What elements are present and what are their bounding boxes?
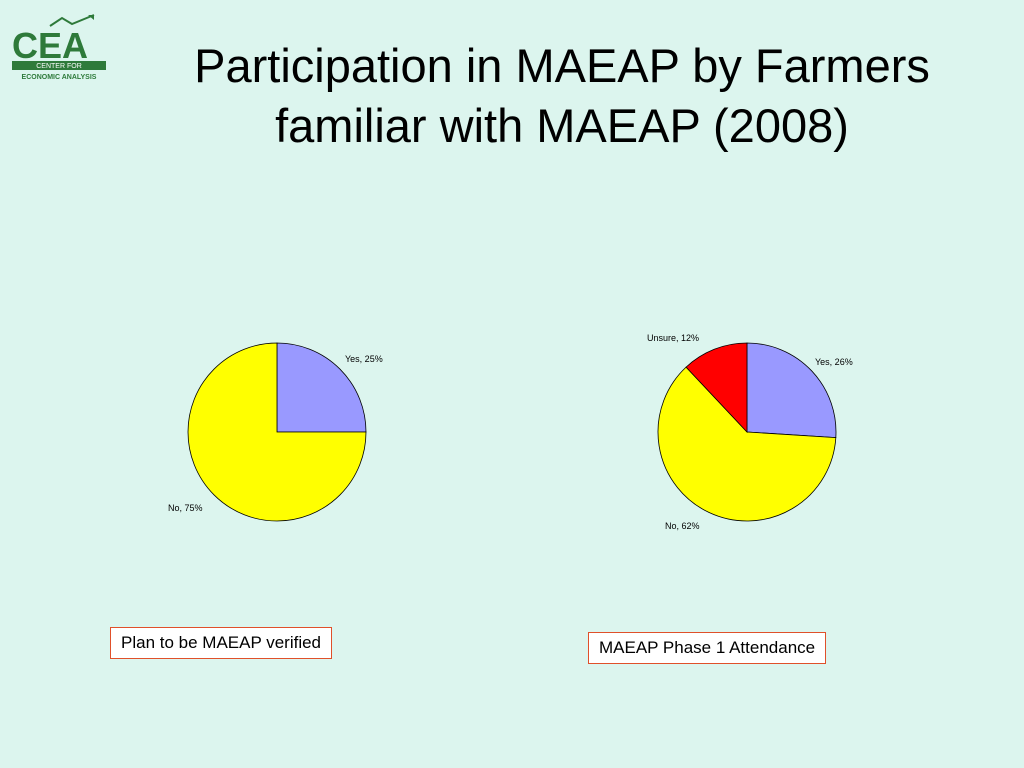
pie-slice-no	[657, 366, 837, 522]
title-line-2: familiar with MAEAP (2008)	[275, 99, 849, 152]
pie-slice-unsure	[685, 342, 748, 434]
slice-label-no: No, 75%	[168, 503, 203, 513]
page-title: Participation in MAEAP by Farmers famili…	[110, 36, 1014, 156]
trend-arrow-icon	[49, 14, 95, 27]
logo-line1: CENTER FOR	[36, 63, 82, 70]
caption-phase1-attendance: MAEAP Phase 1 Attendance	[588, 632, 827, 664]
pie-slice-no	[187, 342, 367, 522]
logo-letters: CEA	[12, 25, 88, 66]
logo-line2: ECONOMIC ANALYSIS	[22, 74, 97, 81]
caption-plan-verified: Plan to be MAEAP verified	[110, 627, 333, 659]
cea-logo: CEA CENTER FOR ECONOMIC ANALYSIS	[10, 14, 110, 82]
slice-label-no: No, 62%	[665, 521, 700, 531]
pie-slice-yes	[746, 342, 837, 439]
cea-logo-graphic: CEA CENTER FOR ECONOMIC ANALYSIS	[12, 14, 106, 81]
pie-chart-phase1-attendance: Yes, 26% No, 62% Unsure, 12%	[647, 333, 853, 531]
pie-chart-plan-verified: Yes, 25% No, 75%	[168, 342, 383, 522]
slice-label-yes: Yes, 25%	[345, 354, 383, 364]
slice-label-yes: Yes, 26%	[815, 357, 853, 367]
pie-slice-yes	[276, 342, 367, 433]
slice-label-unsure: Unsure, 12%	[647, 333, 699, 343]
title-line-1: Participation in MAEAP by Farmers	[194, 39, 930, 92]
